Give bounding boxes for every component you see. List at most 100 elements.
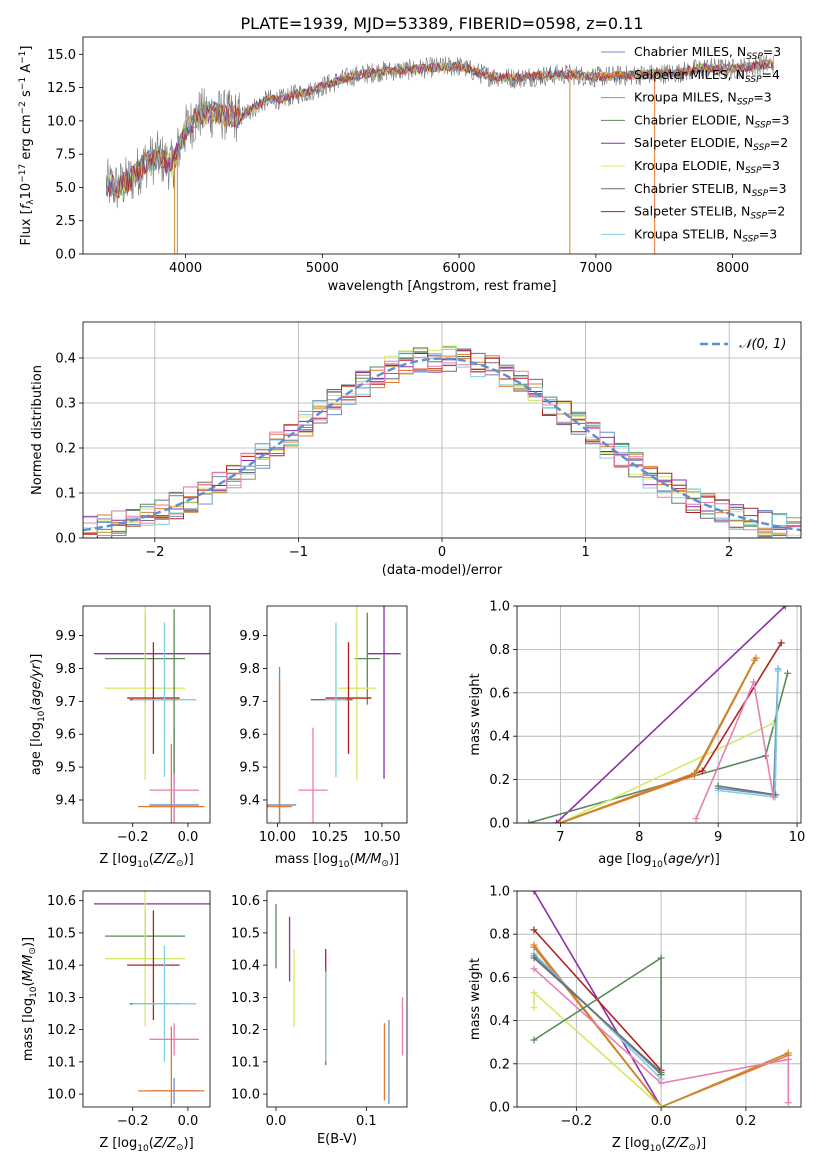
x-tick-label: 0.0 bbox=[266, 1114, 287, 1129]
legend-label: Chabrier STELIB, N bbox=[634, 181, 752, 196]
y-tick-label: 10.6 bbox=[231, 894, 260, 909]
label-part: ( bbox=[21, 981, 36, 986]
errorbar-point bbox=[138, 744, 205, 823]
x-axis-label: Z [log10(Z/Z⊙)] bbox=[612, 1136, 706, 1154]
label-part: −1 bbox=[18, 51, 28, 64]
y-tick-label: 0.0 bbox=[55, 248, 76, 263]
y-tick-label: 10.5 bbox=[47, 926, 76, 941]
panel-spectrum: 4000 5000 6000 7000 8000 0.0 2.5 5.0 7.5 10.0 12.5… bbox=[18, 36, 802, 294]
legend-tail: =2 bbox=[767, 204, 785, 219]
label-part: age [log bbox=[598, 852, 651, 867]
x-tick-label: 2 bbox=[725, 545, 733, 560]
axes-frame bbox=[82, 321, 802, 539]
plot-area-age_vs_mass bbox=[267, 606, 401, 823]
y-tick-label: 9.5 bbox=[55, 761, 76, 776]
label-part: λ bbox=[26, 199, 36, 205]
errorbar-point bbox=[267, 678, 293, 823]
legend-label: Chabrier ELODIE, N bbox=[634, 112, 754, 127]
label-part: Z [log bbox=[99, 852, 137, 867]
label-part: Z/Z bbox=[153, 1136, 177, 1151]
x-tick-label: −2 bbox=[145, 545, 164, 560]
y-tick-label: 5.0 bbox=[55, 181, 76, 196]
errorbar-point bbox=[127, 910, 180, 1020]
legend-sub: SSP bbox=[754, 120, 771, 130]
x-axis-label: Z [log10(Z/Z⊙)] bbox=[99, 852, 193, 870]
label-part: 10 bbox=[338, 860, 350, 870]
label-part: s bbox=[19, 90, 34, 101]
errorbar-point bbox=[127, 642, 180, 754]
weight-line-salpeter-stelib bbox=[560, 642, 782, 823]
y-tick-label: 0.0 bbox=[55, 532, 76, 547]
label-part: Z [log bbox=[612, 1136, 650, 1151]
y-axis-label: Flux [fλ10−17 erg cm−2 s−1 A−1] bbox=[18, 46, 36, 246]
y-tick-label: 0.8 bbox=[489, 643, 510, 658]
legend-sub: SSP bbox=[745, 75, 762, 85]
y-tick-label: 0.8 bbox=[489, 928, 510, 943]
legend-label: Kroupa ELODIE, N bbox=[634, 158, 745, 173]
label-part: )] bbox=[710, 852, 720, 867]
label-part: age/yr bbox=[668, 852, 711, 867]
legend-tail: =3 bbox=[763, 44, 781, 59]
legend-entry-normal: 𝒩(0, 1) bbox=[739, 337, 786, 352]
errorbar-point bbox=[338, 606, 376, 781]
legend-label: Salpeter MILES, N bbox=[634, 67, 745, 82]
x-tick-label: −0.2 bbox=[561, 1114, 593, 1129]
panel-age_vs_Z: −0.2 0.09.49.59.69.79.89.9Z [log10(Z/Z⊙)]… bbox=[29, 605, 211, 870]
axes-frame bbox=[516, 605, 802, 824]
label-part: ( bbox=[350, 852, 355, 867]
label-part: ⊙ bbox=[688, 1143, 696, 1153]
y-tick-label: 9.5 bbox=[239, 761, 260, 776]
weight-line-chabrier-stelib bbox=[718, 785, 776, 796]
label-part: Flux [ bbox=[19, 209, 34, 245]
label-part: −2 bbox=[18, 101, 28, 114]
errorbar-point bbox=[298, 727, 328, 823]
x-tick-label: 7000 bbox=[579, 261, 612, 276]
legend-label: Kroupa MILES, N bbox=[634, 90, 737, 105]
label-part: ( bbox=[149, 1136, 154, 1151]
y-tick-label: 9.9 bbox=[239, 629, 260, 644]
label-part: erg cm bbox=[19, 114, 34, 163]
errorbar-point bbox=[325, 642, 372, 754]
x-tick-label: −0.2 bbox=[117, 1114, 149, 1129]
y-tick-label: 7.5 bbox=[55, 148, 76, 163]
label-part: Z/Z bbox=[665, 1136, 689, 1151]
x-tick-label: 7 bbox=[556, 830, 564, 845]
label-part: −17 bbox=[18, 164, 28, 183]
label-part: 10 bbox=[650, 1144, 662, 1154]
label-part: )] bbox=[184, 852, 194, 867]
label-part: ⊙ bbox=[381, 859, 389, 869]
legend-sub: SSP bbox=[750, 212, 767, 222]
plot-area-residuals bbox=[83, 345, 801, 538]
y-tick-label: 10.0 bbox=[47, 114, 76, 129]
legend-sub: SSP bbox=[745, 166, 762, 176]
legend-entry: Salpeter STELIB, NSSP=2 bbox=[634, 204, 785, 222]
label-part: )] bbox=[184, 1136, 194, 1151]
label-part: M/M bbox=[355, 852, 382, 867]
errorbar-point bbox=[138, 1026, 205, 1107]
residual-histogram-kroupa-stelib bbox=[83, 348, 801, 538]
x-tick-label: 5000 bbox=[306, 261, 339, 276]
y-tick-label: 10.5 bbox=[231, 926, 260, 941]
legend-entry: Kroupa STELIB, NSSP=3 bbox=[634, 226, 777, 244]
y-tick-label: 10.3 bbox=[47, 991, 76, 1006]
x-axis-label: wavelength [Angstrom, rest frame] bbox=[328, 279, 557, 294]
y-tick-label: 9.8 bbox=[239, 662, 260, 677]
label-part: ( bbox=[663, 852, 668, 867]
label-part: 10 bbox=[137, 860, 149, 870]
y-tick-label: 0.4 bbox=[489, 730, 510, 745]
label-part: 10 bbox=[37, 710, 47, 722]
label-part: ( bbox=[661, 1136, 666, 1151]
y-tick-label: 0.2 bbox=[489, 1057, 510, 1072]
weight-line-chabrier-stelib bbox=[533, 957, 662, 1073]
label-part: ] bbox=[19, 46, 34, 51]
x-tick-label: 10 bbox=[789, 830, 806, 845]
label-part: Z/Z bbox=[153, 852, 177, 867]
weight-line-kroupa-stelib bbox=[718, 671, 779, 798]
x-tick-label: 1 bbox=[581, 545, 589, 560]
y-tick-label: 10.3 bbox=[231, 991, 260, 1006]
panel-mass_vs_ebv: 0.0 0.1 10.0 10.1 10.2 10.3 10.4 10.5 10.6 E(B-V) bbox=[231, 890, 408, 1147]
label-part: )] bbox=[696, 1136, 706, 1151]
weight-line-kroupa-miles bbox=[533, 946, 789, 1107]
label-part: 10 bbox=[29, 986, 39, 998]
